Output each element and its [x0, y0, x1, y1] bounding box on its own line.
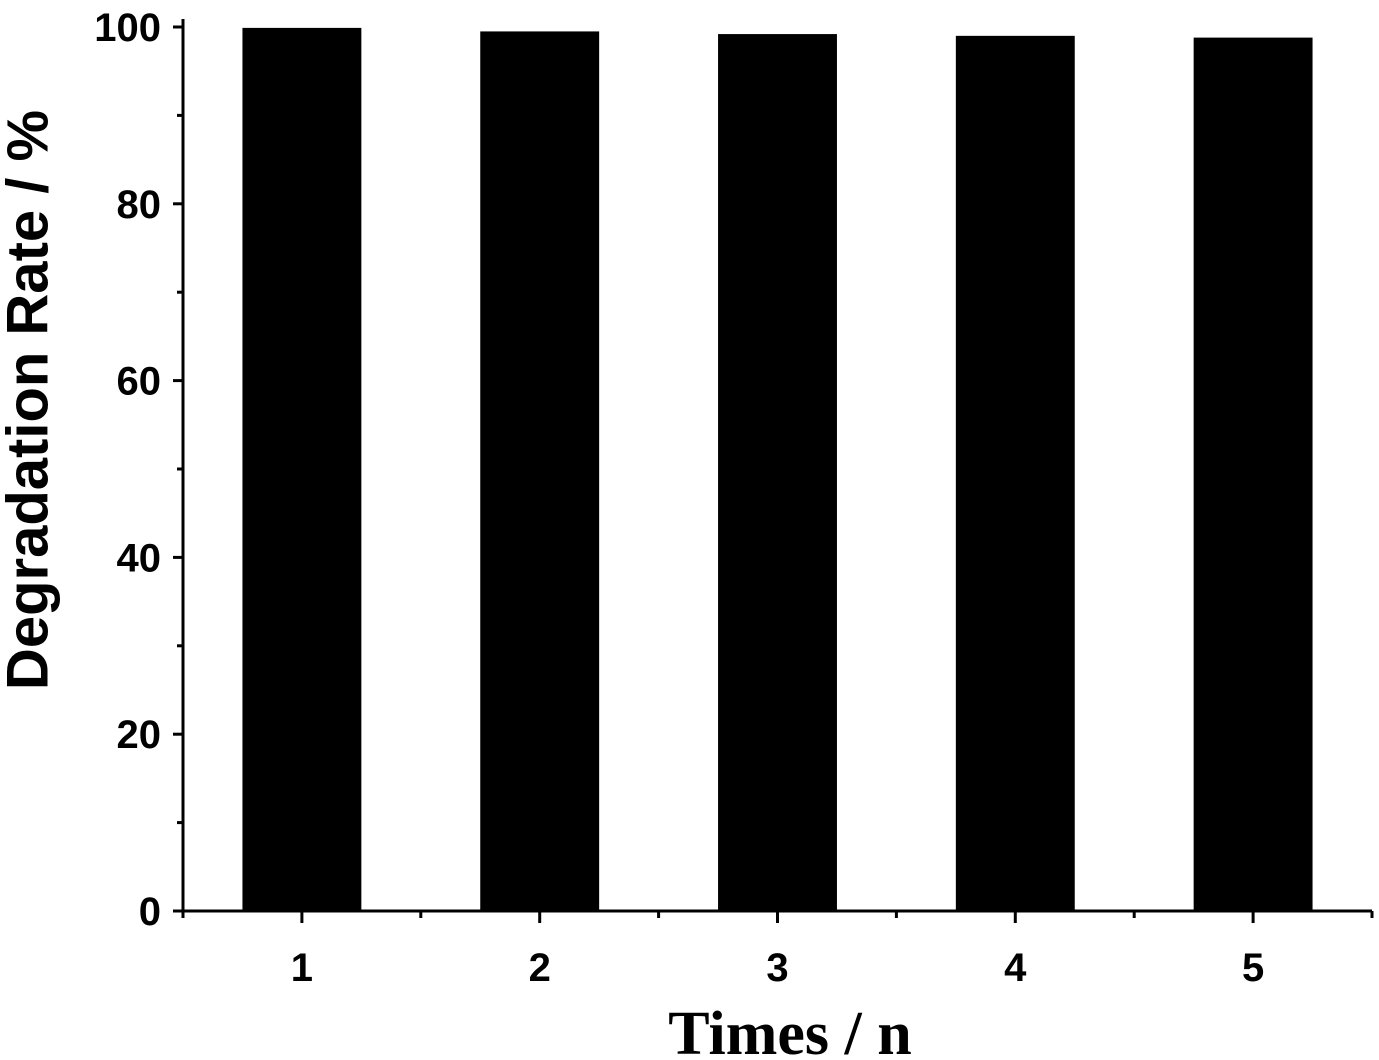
x-tick-label: 1: [291, 946, 313, 990]
y-tick-label: 40: [117, 536, 162, 580]
bar: [955, 35, 1075, 911]
x-axis-label: Times / n: [668, 1000, 911, 1060]
y-tick-label: 0: [139, 890, 161, 934]
x-tick-label: 3: [766, 946, 788, 990]
y-tick-label: 80: [117, 183, 162, 227]
bar: [242, 27, 362, 912]
bar: [718, 34, 837, 911]
y-axis-label: Degradation Rate / %: [0, 110, 60, 690]
x-tick-label: 2: [529, 946, 551, 990]
x-tick-label: 4: [1004, 946, 1027, 990]
y-tick-label: 100: [94, 6, 161, 50]
y-tick-label: 20: [117, 713, 162, 757]
y-tick-label: 60: [117, 360, 162, 404]
bar: [1193, 37, 1313, 911]
bar: [480, 31, 600, 912]
x-tick-label: 5: [1242, 946, 1264, 990]
